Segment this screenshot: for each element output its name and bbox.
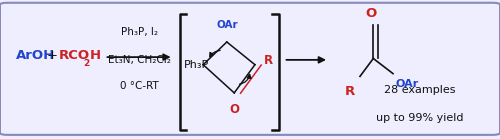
Text: R: R [345, 85, 355, 98]
Text: ArOH: ArOH [16, 49, 55, 62]
Text: 0 °C-RT: 0 °C-RT [120, 81, 158, 91]
Text: O: O [365, 7, 376, 20]
Text: OAr: OAr [396, 79, 418, 89]
Text: O: O [229, 103, 239, 116]
Text: Ph₃P, I₂: Ph₃P, I₂ [120, 27, 158, 37]
Text: R: R [264, 54, 273, 67]
Text: 28 examples: 28 examples [384, 85, 456, 95]
Text: Ph₃P: Ph₃P [184, 60, 208, 70]
Text: Et₃N, CH₂Cl₂: Et₃N, CH₂Cl₂ [108, 55, 170, 65]
Text: H: H [90, 49, 101, 62]
Text: +: + [46, 49, 57, 62]
Text: 2: 2 [84, 59, 89, 68]
FancyBboxPatch shape [0, 3, 500, 135]
Text: up to 99% yield: up to 99% yield [376, 113, 464, 123]
Text: RCO: RCO [59, 49, 90, 62]
Text: OAr: OAr [217, 20, 238, 30]
